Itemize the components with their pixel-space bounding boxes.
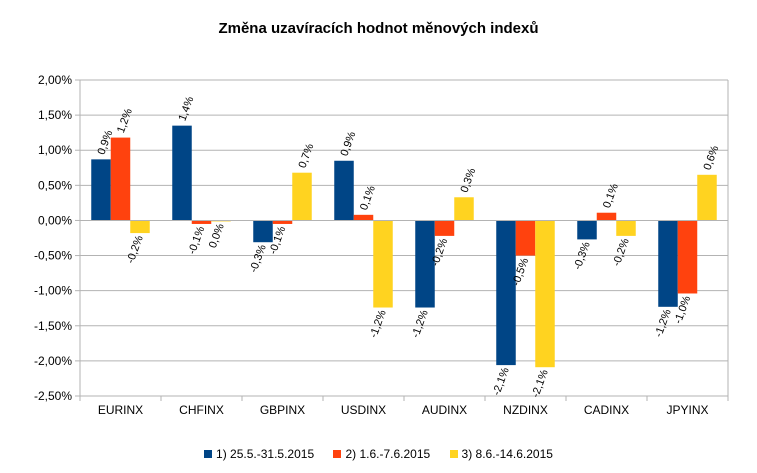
y-tick-label: 0,50%: [38, 178, 72, 192]
bar: [415, 220, 435, 308]
x-tick-label: JPYINX: [666, 403, 708, 417]
legend-item-series-3: 3) 8.6.-14.6.2015: [449, 446, 553, 461]
bar: [616, 220, 636, 236]
bar: [535, 220, 555, 368]
y-tick-label: -2,50%: [34, 389, 72, 403]
data-label: 0,7%: [297, 142, 317, 170]
legend-item-series-2: 2) 1.6.-7.6.2015: [333, 446, 430, 461]
x-tick-label: EURINX: [98, 403, 143, 417]
data-label: -0,1%: [186, 225, 207, 256]
bar: [334, 160, 354, 221]
data-label: -2,1%: [530, 368, 551, 399]
y-tick-label: -1,00%: [34, 284, 72, 298]
data-label: 1,2%: [115, 107, 135, 135]
y-tick-label: 1,50%: [38, 108, 72, 122]
data-label: 0,3%: [459, 166, 479, 194]
bar: [677, 220, 698, 294]
y-tick-label: 1,00%: [38, 143, 72, 157]
legend-swatch-series-2: [333, 449, 342, 458]
legend-swatch-series-3: [449, 449, 458, 458]
bar: [577, 220, 597, 240]
data-label: -0,2%: [125, 234, 146, 265]
legend-swatch-series-1: [204, 449, 213, 458]
bar: [272, 220, 293, 224]
data-label: -2,1%: [491, 366, 512, 397]
y-tick-label: 0,00%: [38, 213, 72, 227]
y-tick-label: 2,00%: [38, 73, 72, 87]
y-tick-label: -1,50%: [34, 319, 72, 333]
data-label: -1,2%: [368, 308, 389, 339]
bar: [110, 137, 131, 221]
bar: [434, 220, 455, 236]
x-tick-label: CADINX: [584, 403, 629, 417]
x-tick-label: NZDINX: [503, 403, 548, 417]
bar: [496, 220, 516, 366]
legend: 1) 25.5.-31.5.2015 2) 1.6.-7.6.2015 3) 8…: [0, 446, 757, 461]
y-tick-label: -2,00%: [34, 354, 72, 368]
bar: [91, 159, 111, 221]
bar: [253, 220, 273, 243]
bar: [596, 212, 617, 221]
data-label: -0,2%: [611, 237, 632, 268]
bar: [454, 197, 474, 221]
legend-label-series-3: 3) 8.6.-14.6.2015: [461, 446, 553, 461]
x-tick-label: CHFINX: [179, 403, 224, 417]
bar: [130, 220, 150, 234]
bar: [292, 172, 312, 221]
data-label: -1,2%: [653, 308, 674, 339]
x-tick-label: GBPINX: [260, 403, 305, 417]
x-tick-label: USDINX: [341, 403, 386, 417]
bar: [172, 125, 192, 221]
data-label: 0,9%: [339, 130, 359, 158]
data-label: 0,1%: [601, 182, 621, 210]
data-label: -0,3%: [248, 243, 269, 274]
data-label: -1,2%: [410, 308, 431, 339]
legend-label-series-1: 1) 25.5.-31.5.2015: [216, 446, 315, 461]
data-label: 0,6%: [702, 144, 722, 172]
bar: [515, 220, 536, 256]
bar: [697, 174, 717, 221]
data-label: 0,1%: [358, 184, 378, 212]
bar: [658, 220, 678, 307]
data-label: 0,0%: [207, 222, 227, 250]
chart-title: Změna uzavíracích hodnot měnových indexů: [218, 20, 539, 37]
legend-item-series-1: 1) 25.5.-31.5.2015: [204, 446, 314, 461]
legend-label-series-2: 2) 1.6.-7.6.2015: [345, 446, 431, 461]
y-tick-label: -0,50%: [34, 249, 72, 263]
x-tick-label: AUDINX: [422, 403, 467, 417]
bar: [373, 220, 393, 308]
bar: [191, 220, 212, 224]
bar: [353, 214, 374, 221]
data-label: 1,4%: [177, 95, 197, 123]
